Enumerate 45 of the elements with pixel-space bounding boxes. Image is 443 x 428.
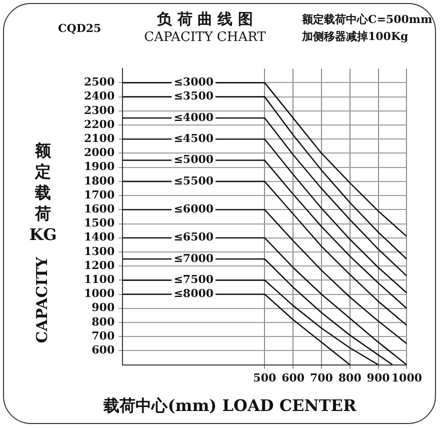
y-tick-label: 600 bbox=[92, 344, 115, 357]
y-tick-label: 1000 bbox=[84, 287, 115, 300]
x-tick-label: 500 bbox=[253, 371, 276, 384]
series-label: ≤5000 bbox=[174, 153, 214, 166]
text: 额定载荷中心C=500mm bbox=[302, 12, 432, 27]
x-tick-label: 900 bbox=[366, 371, 390, 384]
text: CAPACITY bbox=[33, 256, 52, 346]
y-tick-label: 1600 bbox=[84, 202, 115, 216]
y-tick-label: 900 bbox=[92, 301, 115, 314]
y-tick-label: 700 bbox=[92, 329, 115, 342]
text: 加侧移器减掉100Kg bbox=[302, 29, 408, 44]
series-label: ≤5500 bbox=[174, 174, 214, 188]
x-tick-label: 700 bbox=[310, 371, 334, 384]
y-tick-label: 1800 bbox=[84, 174, 115, 188]
y-tick-label: 2500 bbox=[84, 76, 115, 89]
series-label: ≤4500 bbox=[174, 132, 214, 145]
y-tick-label: 2300 bbox=[84, 104, 115, 117]
series-label: ≤7500 bbox=[174, 273, 214, 286]
x-tick-label: 600 bbox=[282, 371, 305, 384]
chart-subtitle: CAPACITY CHART bbox=[143, 30, 267, 45]
y-tick-label: 2400 bbox=[84, 90, 115, 103]
series-label: ≤3500 bbox=[174, 90, 214, 103]
y-tick-label: 1700 bbox=[84, 188, 115, 202]
x-tick-label: 1000 bbox=[391, 371, 422, 384]
y-tick-label: 1300 bbox=[84, 244, 115, 258]
y-tick-label: 2100 bbox=[84, 132, 115, 145]
x-tick-label: 800 bbox=[338, 371, 362, 384]
series-label: ≤3000 bbox=[174, 76, 214, 89]
y-tick-label: 1200 bbox=[84, 258, 115, 272]
y-tick-label: 1900 bbox=[84, 160, 115, 174]
y-tick-label: 800 bbox=[92, 315, 115, 328]
y-tick-label: 1500 bbox=[84, 216, 115, 230]
x-axis-title: 载荷中心(mm) LOAD CENTER bbox=[102, 396, 358, 417]
y-tick-label: 1100 bbox=[84, 273, 115, 286]
y-tick-label: 1400 bbox=[84, 230, 115, 244]
y-axis-title: 额定载荷KG bbox=[28, 140, 58, 245]
series-label: ≤6000 bbox=[174, 202, 214, 216]
series-label: ≤7000 bbox=[174, 252, 214, 265]
chart-title: 负 荷 曲 线 图 bbox=[156, 10, 254, 29]
y-tick-label: 2000 bbox=[84, 146, 115, 160]
series-label: ≤4000 bbox=[174, 110, 214, 124]
y-tick-label: 2200 bbox=[84, 118, 115, 131]
text: CQD25 bbox=[58, 22, 102, 35]
series-label: ≤8000 bbox=[174, 287, 214, 300]
series-label: ≤6500 bbox=[174, 230, 214, 244]
